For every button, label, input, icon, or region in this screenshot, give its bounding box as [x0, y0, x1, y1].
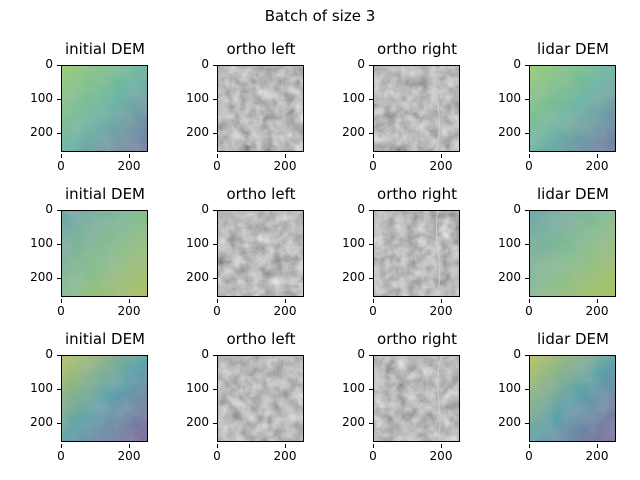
y-tick-label: 200	[179, 415, 217, 429]
panel-title: ortho right	[377, 185, 457, 203]
x-tick-label: 0	[202, 154, 232, 173]
x-tick-label: 0	[358, 299, 388, 318]
x-tick-label: 200	[114, 154, 144, 173]
x-tick-label: 0	[514, 444, 544, 463]
y-tick-label: 200	[23, 125, 61, 139]
panel-title: ortho right	[377, 330, 457, 348]
x-tick-label: 200	[582, 154, 612, 173]
y-tick-label: 100	[335, 381, 373, 395]
panel-title: ortho left	[226, 40, 296, 58]
x-tick-label: 200	[426, 154, 456, 173]
x-tick-label: 0	[46, 299, 76, 318]
x-tick-label: 200	[426, 444, 456, 463]
dem-heatmap-image	[529, 210, 616, 297]
ortho-grayscale-image	[373, 355, 460, 442]
x-tick-label: 200	[114, 299, 144, 318]
x-tick-label: 0	[514, 299, 544, 318]
y-tick-label: 100	[179, 381, 217, 395]
x-tick-label: 0	[358, 154, 388, 173]
y-tick-label: 0	[179, 57, 217, 71]
y-tick-label: 200	[179, 270, 217, 284]
y-tick-label: 0	[23, 202, 61, 216]
y-tick-label: 200	[23, 415, 61, 429]
y-tick-label: 200	[179, 125, 217, 139]
y-tick-label: 100	[335, 236, 373, 250]
panel-title: ortho right	[377, 40, 457, 58]
panel-title: initial DEM	[65, 185, 145, 203]
y-tick-label: 200	[491, 270, 529, 284]
y-tick-label: 200	[335, 270, 373, 284]
y-tick-label: 0	[179, 202, 217, 216]
y-tick-label: 0	[335, 347, 373, 361]
y-tick-label: 100	[23, 91, 61, 105]
x-tick-label: 200	[270, 299, 300, 318]
x-tick-label: 200	[270, 154, 300, 173]
y-tick-label: 0	[335, 202, 373, 216]
x-tick-label: 0	[46, 154, 76, 173]
panel-title: lidar DEM	[537, 330, 609, 348]
y-tick-label: 100	[335, 91, 373, 105]
y-tick-label: 200	[491, 125, 529, 139]
y-tick-label: 100	[179, 91, 217, 105]
x-tick-label: 200	[426, 299, 456, 318]
y-tick-label: 0	[491, 57, 529, 71]
x-tick-label: 200	[270, 444, 300, 463]
y-tick-label: 200	[23, 270, 61, 284]
figure-suptitle: Batch of size 3	[264, 7, 376, 25]
y-tick-label: 200	[335, 125, 373, 139]
y-tick-label: 100	[491, 381, 529, 395]
y-tick-label: 0	[23, 347, 61, 361]
y-tick-label: 100	[491, 91, 529, 105]
dem-heatmap-image	[529, 65, 616, 152]
y-tick-label: 200	[491, 415, 529, 429]
panel-title: lidar DEM	[537, 40, 609, 58]
y-tick-label: 0	[491, 202, 529, 216]
x-tick-label: 0	[514, 154, 544, 173]
panel-title: initial DEM	[65, 40, 145, 58]
y-tick-label: 100	[179, 236, 217, 250]
y-tick-label: 100	[23, 236, 61, 250]
x-tick-label: 0	[46, 444, 76, 463]
x-tick-label: 0	[202, 444, 232, 463]
x-tick-label: 200	[582, 299, 612, 318]
ortho-grayscale-image	[217, 210, 304, 297]
x-tick-label: 0	[202, 299, 232, 318]
panel-title: ortho left	[226, 330, 296, 348]
y-tick-label: 0	[491, 347, 529, 361]
y-tick-label: 100	[491, 236, 529, 250]
ortho-grayscale-image	[217, 355, 304, 442]
dem-heatmap-image	[61, 210, 148, 297]
x-tick-label: 200	[582, 444, 612, 463]
dem-heatmap-image	[61, 355, 148, 442]
y-tick-label: 0	[335, 57, 373, 71]
y-tick-label: 200	[335, 415, 373, 429]
y-tick-label: 0	[179, 347, 217, 361]
y-tick-label: 0	[23, 57, 61, 71]
ortho-grayscale-image	[373, 210, 460, 297]
ortho-grayscale-image	[217, 65, 304, 152]
x-tick-label: 0	[358, 444, 388, 463]
y-tick-label: 100	[23, 381, 61, 395]
dem-heatmap-image	[529, 355, 616, 442]
dem-heatmap-image	[61, 65, 148, 152]
panel-title: initial DEM	[65, 330, 145, 348]
x-tick-label: 200	[114, 444, 144, 463]
panel-title: ortho left	[226, 185, 296, 203]
panel-title: lidar DEM	[537, 185, 609, 203]
ortho-grayscale-image	[373, 65, 460, 152]
